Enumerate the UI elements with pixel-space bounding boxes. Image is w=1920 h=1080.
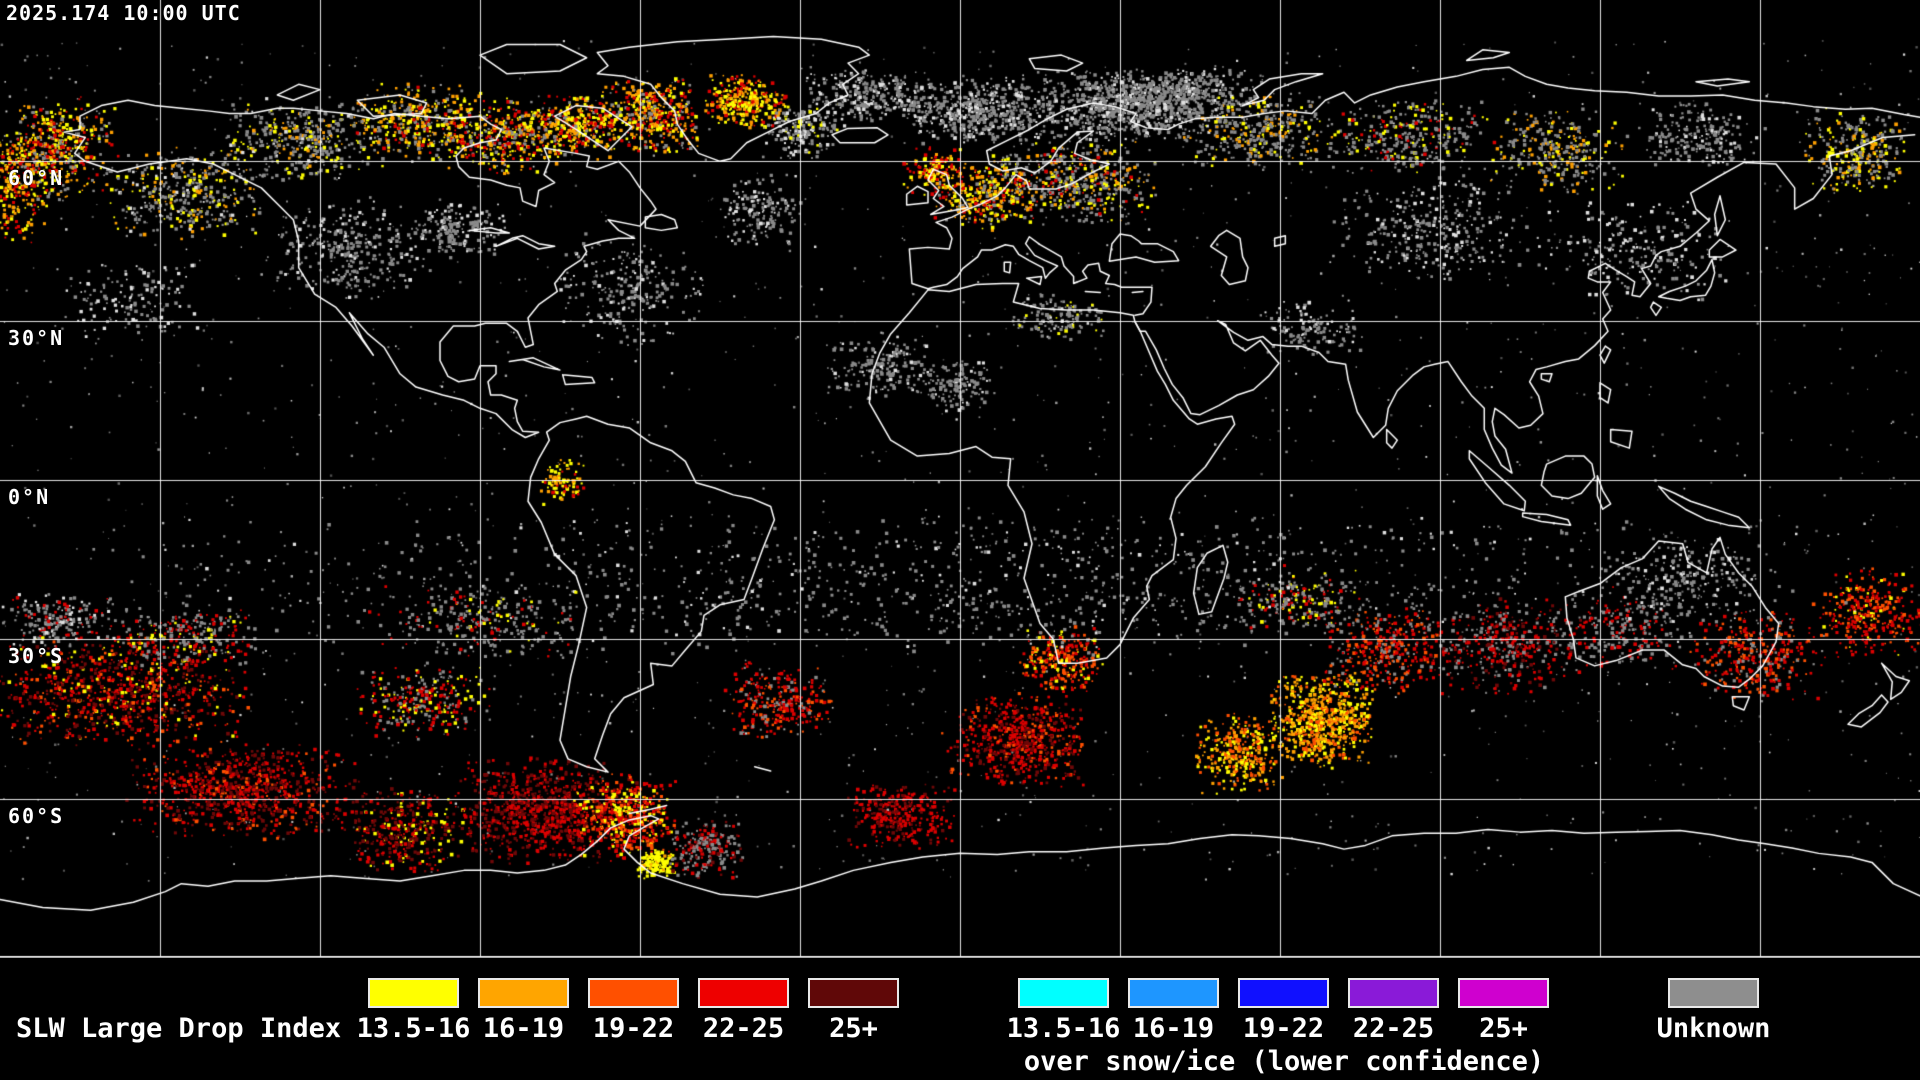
lat-label-30°N: 30°N bbox=[8, 325, 65, 350]
snowice-label-25+: 25+ bbox=[1479, 1013, 1528, 1044]
lat-label-60°S: 60°S bbox=[8, 803, 65, 828]
legend-title: SLW Large Drop Index bbox=[16, 1013, 342, 1044]
slw-swatch-19-22 bbox=[588, 978, 679, 1008]
slw-swatch-22-25 bbox=[698, 978, 789, 1008]
slw-label-19-22: 19-22 bbox=[592, 1013, 675, 1044]
snowice-label-22-25: 22-25 bbox=[1352, 1013, 1435, 1044]
legend-caption-snow-ice: over snow/ice (lower confidence) bbox=[1023, 1046, 1545, 1077]
slw-label-13.5-16: 13.5-16 bbox=[356, 1013, 471, 1044]
timestamp-label: 2025.174 10:00 UTC bbox=[6, 1, 241, 25]
unknown-swatch-Unknown bbox=[1668, 978, 1759, 1008]
slw-label-16-19: 16-19 bbox=[482, 1013, 565, 1044]
slw-label-25+: 25+ bbox=[829, 1013, 878, 1044]
slw-label-22-25: 22-25 bbox=[702, 1013, 785, 1044]
snowice-label-16-19: 16-19 bbox=[1132, 1013, 1215, 1044]
snowice-swatch-22-25 bbox=[1348, 978, 1439, 1008]
snowice-label-19-22: 19-22 bbox=[1242, 1013, 1325, 1044]
slw-swatch-25+ bbox=[808, 978, 899, 1008]
lat-label-30°S: 30°S bbox=[8, 644, 65, 669]
snowice-swatch-19-22 bbox=[1238, 978, 1329, 1008]
snowice-swatch-13.5-16 bbox=[1018, 978, 1109, 1008]
lat-label-0°N: 0°N bbox=[8, 485, 51, 509]
unknown-label-Unknown: Unknown bbox=[1656, 1013, 1771, 1044]
snowice-swatch-25+ bbox=[1458, 978, 1549, 1008]
slw-swatch-16-19 bbox=[478, 978, 569, 1008]
world-map-canvas bbox=[0, 0, 1920, 958]
snowice-swatch-16-19 bbox=[1128, 978, 1219, 1008]
slw-swatch-13.5-16 bbox=[368, 978, 459, 1008]
snowice-label-13.5-16: 13.5-16 bbox=[1006, 1013, 1121, 1044]
lat-label-60°N: 60°N bbox=[8, 166, 65, 191]
